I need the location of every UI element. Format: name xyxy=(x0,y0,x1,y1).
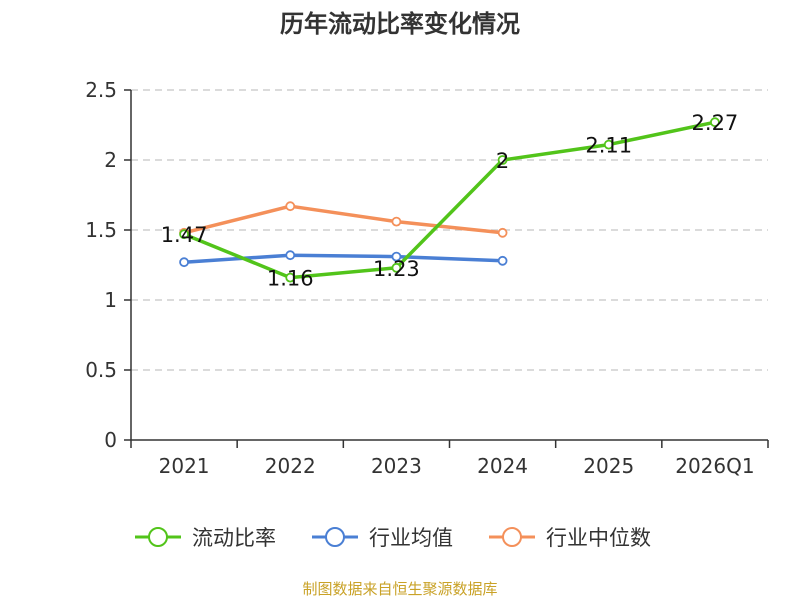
legend-item-0[interactable]: 流动比率 xyxy=(135,526,276,550)
data-label: 2 xyxy=(496,149,509,173)
legend-circle-icon xyxy=(502,527,522,547)
legend-circle-icon xyxy=(148,527,168,547)
legend-label: 行业中位数 xyxy=(546,526,651,550)
x-tick-label: 2022 xyxy=(265,454,316,478)
x-tick-label: 2024 xyxy=(477,454,528,478)
series-line xyxy=(182,204,505,235)
data-label: 2.11 xyxy=(585,134,632,158)
data-point xyxy=(710,117,720,128)
x-tick-label: 2026Q1 xyxy=(675,454,754,478)
data-point xyxy=(497,255,508,266)
y-tick-label: 0 xyxy=(104,428,117,452)
source-note: 制图数据来自恒生聚源数据库 xyxy=(302,580,497,598)
series-0 xyxy=(179,117,720,283)
y-tick-label: 0.5 xyxy=(85,358,117,382)
data-label: 1.47 xyxy=(161,223,208,247)
legend-label: 流动比率 xyxy=(192,526,276,550)
data-labels: 1.47 1.16 1.23 2 2.11 2.27 xyxy=(161,111,739,290)
x-tick-label: 2025 xyxy=(583,454,634,478)
series-layer xyxy=(179,117,720,283)
gridlines xyxy=(131,89,768,371)
axes: 0 0.5 1 1.5 2 2.5 2021 2022 2023 2024 2025 2026Q1 xyxy=(85,78,769,478)
y-tick-label: 2 xyxy=(104,148,117,172)
series-1 xyxy=(179,250,508,268)
legend[interactable]: 流动比率 行业均值 行业中位数 xyxy=(135,526,651,550)
legend-item-1[interactable]: 行业均值 xyxy=(312,526,453,550)
data-point xyxy=(179,257,189,268)
data-point xyxy=(497,227,508,238)
series-line xyxy=(182,120,717,280)
series-line xyxy=(182,253,505,264)
y-tick-label: 2.5 xyxy=(85,78,117,102)
x-tick-label: 2021 xyxy=(159,454,210,478)
data-label: 1.16 xyxy=(267,267,314,291)
data-point xyxy=(391,216,402,227)
data-point xyxy=(391,251,402,262)
data-point xyxy=(285,272,296,283)
data-point xyxy=(285,250,296,261)
data-label: 1.23 xyxy=(373,257,420,281)
legend-label: 行业均值 xyxy=(369,526,453,550)
legend-circle-icon xyxy=(325,527,345,547)
legend-item-2[interactable]: 行业中位数 xyxy=(489,526,651,550)
data-point xyxy=(497,155,508,165)
data-point xyxy=(179,229,189,240)
y-tick-label: 1.5 xyxy=(85,218,117,242)
data-point xyxy=(603,139,614,150)
y-tick-label: 1 xyxy=(104,288,117,312)
series-2 xyxy=(179,201,508,238)
chart-title: 历年流动比率变化情况 xyxy=(280,10,520,38)
data-point xyxy=(391,262,402,273)
data-label: 2.27 xyxy=(692,111,739,135)
x-tick-label: 2023 xyxy=(371,454,422,478)
data-point xyxy=(285,201,296,212)
